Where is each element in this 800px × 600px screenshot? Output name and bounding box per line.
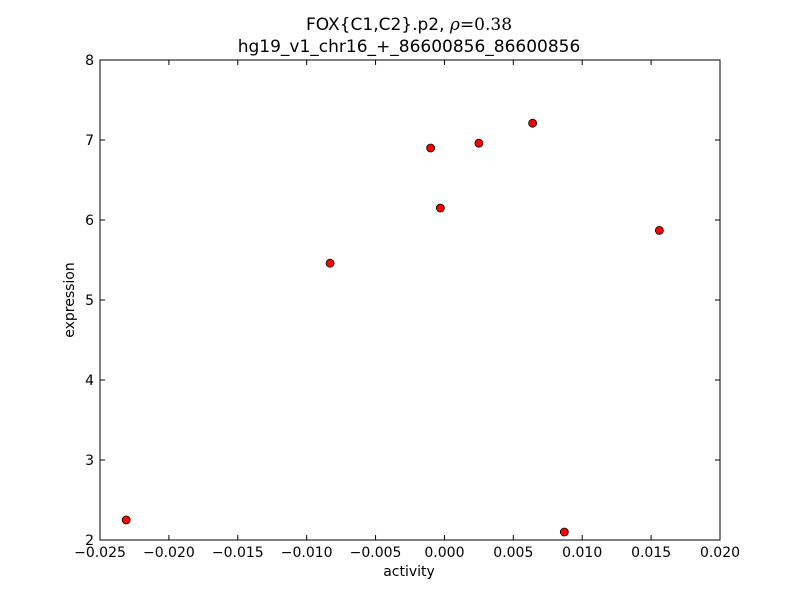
x-tick-label: −0.020 — [143, 545, 195, 561]
x-tick-label: −0.025 — [74, 545, 126, 561]
y-tick-label: 2 — [85, 533, 94, 549]
x-tick-label: −0.005 — [350, 545, 402, 561]
data-point — [121, 515, 131, 525]
x-tick-label: 0.010 — [562, 545, 602, 561]
y-tick-label: 8 — [85, 53, 94, 69]
data-point — [654, 225, 664, 235]
x-tick-label: 0.020 — [700, 545, 740, 561]
plot-area: −0.025 −0.020 −0.015 −0.010 −0.005 0.000 0.005… — [74, 53, 740, 561]
data-point — [474, 138, 484, 148]
data-point — [528, 118, 538, 128]
data-point — [325, 258, 335, 268]
y-tick-label: 7 — [85, 133, 94, 149]
title-rho-value: 0.38 — [474, 15, 512, 35]
title-rho-symbol: ρ — [449, 15, 460, 35]
data-point — [435, 203, 445, 213]
x-tick-label: −0.010 — [281, 545, 333, 561]
y-axis-label: expression — [62, 262, 78, 338]
x-tick-label: 0.005 — [493, 545, 533, 561]
title-prefix: FOX{C1,C2}.p2, — [306, 15, 450, 35]
y-tick-label: 4 — [85, 373, 94, 389]
y-tick-label: 5 — [85, 293, 94, 309]
data-point — [559, 527, 569, 537]
chart-title: FOX{C1,C2}.p2, ρ=0.38 — [306, 15, 512, 35]
chart-subtitle: hg19_v1_chr16_+_86600856_86600856 — [238, 37, 581, 57]
x-tick-label: 0.015 — [631, 545, 671, 561]
x-axis-label: activity — [383, 564, 435, 580]
data-point — [426, 143, 436, 153]
x-tick-label: −0.015 — [212, 545, 264, 561]
y-tick-label: 3 — [85, 453, 94, 469]
y-tick-label: 6 — [85, 213, 94, 229]
title-equals: = — [460, 15, 474, 35]
x-tick-label: 0.000 — [424, 545, 464, 561]
plot-frame — [99, 59, 721, 541]
